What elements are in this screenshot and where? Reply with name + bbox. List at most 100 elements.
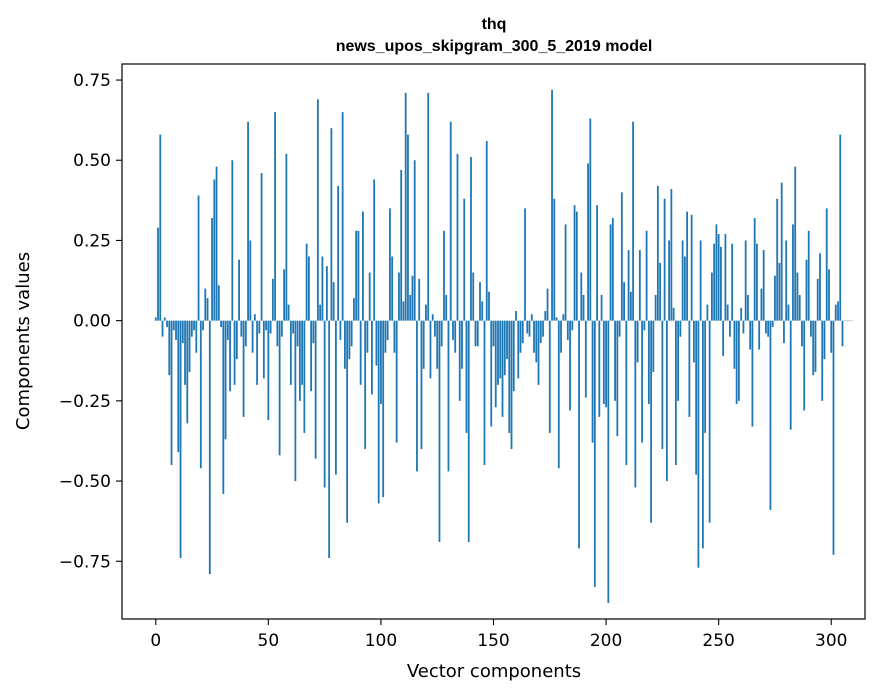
bar-8: [172, 320, 175, 331]
bar-279: [783, 320, 785, 344]
bar-99: [377, 320, 380, 504]
bar-260: [740, 307, 743, 321]
bar-59: [287, 304, 290, 321]
bar-135: [458, 320, 461, 401]
bar-10: [177, 320, 180, 453]
bar-64: [298, 320, 301, 401]
bar-290: [807, 230, 810, 321]
bar-225: [661, 320, 664, 449]
bar-148: [488, 291, 490, 321]
bar-66: [303, 320, 306, 433]
bar-95: [368, 272, 371, 321]
bar-235: [683, 256, 686, 321]
bar-227: [665, 320, 668, 482]
bar-267: [756, 243, 758, 321]
bar-236: [686, 211, 689, 321]
bar-194: [591, 320, 594, 443]
bar-124: [434, 320, 436, 337]
bar-156: [506, 320, 508, 360]
bar-34: [231, 160, 234, 321]
bar-144: [479, 282, 481, 321]
bar-154: [501, 320, 504, 417]
y-tick-label: −0.75: [59, 552, 111, 572]
bar-125: [436, 320, 439, 369]
bar-138: [465, 320, 468, 433]
bar-167: [530, 314, 533, 321]
x-tick-label: 300: [815, 631, 847, 651]
bar-58: [285, 153, 288, 321]
bar-33: [229, 320, 231, 392]
y-tick-label: 0.00: [73, 312, 111, 332]
bar-190: [582, 294, 585, 321]
bar-100: [380, 320, 382, 405]
bar-3: [161, 320, 164, 337]
bar-199: [602, 320, 605, 405]
bar-62: [294, 320, 297, 482]
bar-127: [440, 320, 443, 347]
bar-11: [179, 320, 182, 559]
bar-6: [168, 320, 171, 376]
bar-287: [801, 320, 803, 347]
bar-57: [283, 269, 286, 321]
bar-29: [220, 320, 222, 328]
bar-117: [418, 278, 421, 321]
bar-73: [319, 304, 322, 321]
bar-102: [384, 320, 387, 353]
bar-71: [314, 320, 317, 459]
bar-48: [262, 320, 265, 379]
bar-149: [490, 320, 493, 427]
bar-263: [747, 294, 749, 321]
bar-238: [690, 214, 693, 321]
bar-143: [476, 320, 479, 347]
bar-54: [276, 320, 279, 347]
bar-18: [195, 320, 198, 353]
bar-301: [832, 320, 835, 555]
bar-92: [362, 211, 364, 321]
x-tick-label: 200: [590, 631, 622, 651]
bar-250: [717, 234, 720, 321]
bar-30: [222, 320, 225, 494]
bar-299: [828, 269, 830, 321]
bar-120: [425, 304, 427, 321]
bar-50: [267, 320, 270, 421]
bar-247: [711, 272, 713, 321]
bar-37: [238, 259, 240, 321]
bar-163: [521, 320, 524, 344]
bar-186: [573, 205, 576, 321]
bar-240: [695, 320, 698, 475]
bar-83: [341, 112, 344, 321]
bar-189: [580, 272, 583, 321]
bar-27: [215, 166, 218, 321]
x-tick-label: 50: [258, 631, 280, 651]
bar-187: [575, 211, 578, 321]
bar-192: [587, 163, 589, 321]
bar-285: [796, 272, 799, 321]
bar-20: [199, 320, 202, 469]
bar-4: [163, 317, 166, 321]
bar-17: [193, 320, 195, 331]
bar-216: [641, 320, 643, 443]
bar-237: [688, 320, 691, 417]
bar-112: [407, 134, 409, 321]
bar-206: [618, 320, 621, 337]
bar-180: [560, 320, 562, 353]
bar-41: [247, 121, 249, 321]
bar-157: [508, 320, 511, 433]
bar-82: [339, 320, 342, 340]
bar-195: [593, 320, 596, 587]
bar-46: [258, 320, 261, 334]
bar-169: [535, 320, 538, 363]
bar-145: [481, 301, 484, 321]
bar-174: [546, 288, 549, 321]
bar-298: [825, 208, 828, 321]
bar-1: [157, 227, 159, 321]
bar-212: [632, 121, 634, 321]
bar-42: [249, 240, 252, 321]
bar-70: [312, 320, 315, 344]
bar-114: [411, 275, 414, 321]
bar-177: [553, 198, 556, 321]
bar-53: [274, 112, 276, 321]
bar-218: [645, 230, 648, 321]
bar-257: [733, 320, 736, 369]
bar-284: [794, 166, 797, 321]
